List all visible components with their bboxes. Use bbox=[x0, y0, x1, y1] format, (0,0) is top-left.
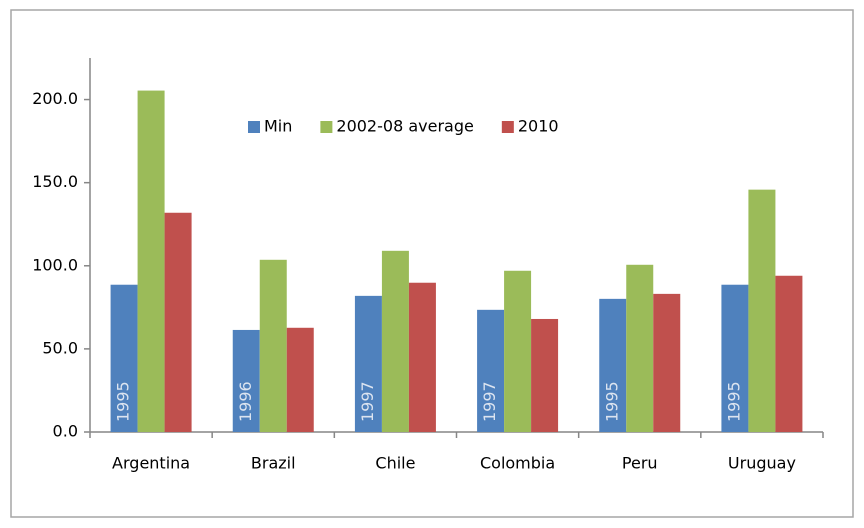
y-tick-label: 100.0 bbox=[32, 255, 78, 274]
legend-swatch bbox=[320, 121, 333, 133]
bar bbox=[164, 212, 192, 432]
bar bbox=[531, 318, 559, 432]
bar bbox=[381, 250, 409, 432]
bar bbox=[259, 259, 287, 432]
bar bbox=[748, 189, 776, 432]
bar bbox=[286, 327, 314, 432]
y-tick-label: 50.0 bbox=[42, 338, 78, 357]
bar-annotation: 1997 bbox=[480, 381, 499, 422]
bar bbox=[354, 295, 382, 432]
bar bbox=[504, 270, 532, 432]
bar bbox=[110, 284, 138, 432]
y-tick-label: 0.0 bbox=[53, 422, 78, 441]
bar bbox=[626, 264, 654, 432]
bar bbox=[232, 329, 260, 432]
legend-label: 2002-08 average bbox=[336, 117, 473, 136]
bar bbox=[477, 309, 505, 432]
bar-annotation: 1995 bbox=[602, 381, 621, 422]
x-tick-label: Chile bbox=[375, 454, 415, 473]
bar bbox=[599, 298, 627, 432]
bar bbox=[408, 282, 436, 432]
bar-annotation: 1997 bbox=[358, 381, 377, 422]
x-tick-label: Brazil bbox=[251, 454, 296, 473]
legend-label: Min bbox=[264, 117, 292, 136]
bar bbox=[653, 293, 681, 432]
x-tick-label: Peru bbox=[622, 454, 658, 473]
legend-label: 2010 bbox=[518, 117, 559, 136]
x-tick-label: Argentina bbox=[112, 454, 190, 473]
bar bbox=[775, 275, 803, 432]
y-tick-label: 200.0 bbox=[32, 89, 78, 108]
bar-annotation: 1996 bbox=[236, 381, 255, 422]
bar bbox=[137, 90, 165, 432]
x-tick-label: Colombia bbox=[480, 454, 555, 473]
legend-swatch bbox=[501, 121, 514, 133]
legend-swatch bbox=[248, 121, 260, 133]
x-tick-label: Uruguay bbox=[728, 454, 796, 473]
y-tick-label: 150.0 bbox=[32, 172, 78, 191]
chart-frame bbox=[10, 9, 854, 518]
bar-annotation: 1995 bbox=[724, 381, 743, 422]
bar bbox=[721, 284, 749, 432]
bar-annotation: 1995 bbox=[114, 381, 133, 422]
